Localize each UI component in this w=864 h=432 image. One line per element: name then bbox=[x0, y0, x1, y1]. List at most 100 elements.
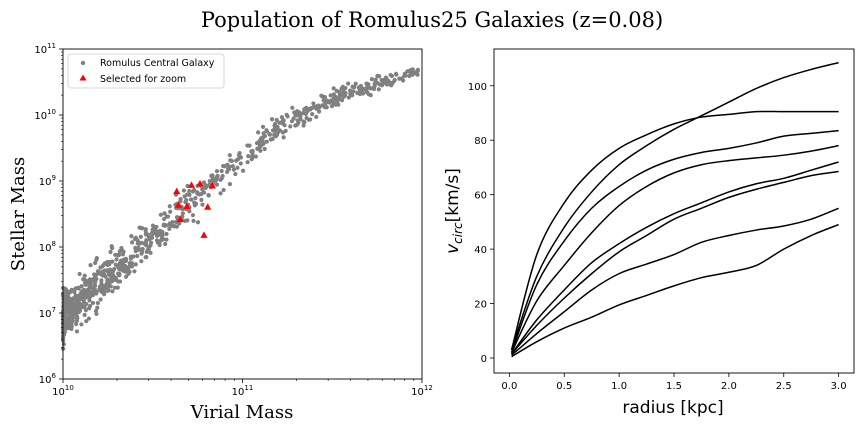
galaxy-point bbox=[384, 79, 389, 84]
galaxy-point bbox=[61, 342, 66, 347]
galaxy-point bbox=[84, 301, 89, 307]
galaxy-point bbox=[245, 143, 250, 148]
galaxy-point bbox=[267, 131, 272, 136]
galaxy-point bbox=[114, 257, 119, 262]
galaxy-point bbox=[233, 171, 238, 177]
galaxy-point bbox=[69, 287, 74, 292]
galaxy-point bbox=[376, 87, 381, 92]
galaxy-point bbox=[193, 201, 199, 206]
galaxy-point bbox=[84, 319, 89, 324]
galaxy-point bbox=[112, 276, 117, 282]
galaxy-point bbox=[221, 187, 226, 193]
scatter-points-layer bbox=[60, 67, 421, 351]
galaxy-point bbox=[339, 98, 345, 103]
galaxy-point bbox=[393, 71, 399, 76]
galaxy-point bbox=[76, 307, 81, 312]
galaxy-point bbox=[366, 82, 371, 87]
selected-galaxy-marker bbox=[187, 181, 196, 188]
galaxy-point bbox=[311, 101, 316, 106]
galaxy-point bbox=[93, 273, 98, 279]
galaxy-point bbox=[409, 68, 414, 73]
galaxy-point bbox=[414, 71, 419, 76]
galaxy-point bbox=[389, 83, 394, 88]
galaxy-point bbox=[164, 237, 169, 242]
y-tick-label: 106 bbox=[39, 372, 57, 386]
right-y-axis-label-subscript: circ bbox=[451, 222, 465, 244]
galaxy-point bbox=[201, 180, 207, 185]
y-tick-label: 1010 bbox=[34, 108, 56, 122]
galaxy-point bbox=[63, 322, 68, 327]
galaxy-point bbox=[212, 178, 217, 183]
galaxy-point bbox=[75, 315, 80, 321]
galaxy-point bbox=[218, 177, 223, 182]
galaxy-point bbox=[277, 120, 282, 125]
galaxy-point bbox=[331, 86, 336, 91]
galaxy-point bbox=[72, 306, 77, 311]
selected-galaxy-marker bbox=[196, 180, 204, 187]
galaxy-point bbox=[269, 117, 275, 122]
galaxy-point bbox=[220, 173, 225, 179]
legend-box bbox=[67, 53, 225, 89]
galaxy-point bbox=[193, 195, 198, 201]
galaxy-point bbox=[407, 73, 412, 79]
galaxy-point bbox=[238, 155, 243, 160]
galaxy-point bbox=[65, 289, 71, 294]
galaxy-point bbox=[358, 83, 363, 89]
galaxy-point bbox=[183, 199, 188, 205]
galaxy-point bbox=[270, 128, 276, 133]
galaxy-point bbox=[83, 308, 88, 313]
galaxy-point bbox=[270, 136, 275, 141]
galaxy-point bbox=[82, 305, 87, 310]
x-tick-label: 1011 bbox=[232, 384, 254, 398]
x-tick-label: 1.5 bbox=[666, 381, 682, 392]
galaxy-point bbox=[78, 295, 83, 301]
galaxy-point bbox=[143, 240, 149, 245]
galaxy-point bbox=[102, 290, 107, 295]
galaxy-point bbox=[116, 271, 121, 276]
galaxy-point bbox=[262, 146, 267, 152]
galaxy-point bbox=[82, 273, 87, 278]
galaxy-point bbox=[94, 311, 99, 317]
legend-circle-marker bbox=[80, 60, 86, 66]
galaxy-point bbox=[74, 321, 79, 327]
galaxy-point bbox=[310, 112, 315, 117]
galaxy-point bbox=[343, 85, 348, 91]
right-y-ticks: 0 20 40 60 80 100 bbox=[468, 82, 494, 365]
galaxy-point bbox=[129, 233, 134, 239]
galaxy-point bbox=[261, 131, 266, 136]
galaxy-point bbox=[187, 209, 192, 214]
galaxy-point bbox=[80, 288, 86, 293]
galaxy-point bbox=[92, 280, 98, 285]
galaxy-point bbox=[127, 261, 132, 266]
galaxy-point bbox=[149, 240, 154, 245]
galaxy-point bbox=[143, 227, 148, 232]
galaxy-point bbox=[178, 197, 183, 202]
galaxy-point bbox=[94, 257, 99, 262]
galaxy-point bbox=[230, 164, 235, 169]
galaxy-point bbox=[200, 202, 205, 207]
galaxy-point bbox=[117, 260, 123, 266]
galaxy-point bbox=[165, 214, 171, 219]
galaxy-point bbox=[331, 95, 337, 100]
galaxy-point bbox=[317, 109, 322, 114]
galaxy-point bbox=[158, 228, 163, 233]
galaxy-point bbox=[261, 141, 266, 146]
galaxy-point bbox=[167, 204, 172, 209]
galaxy-point bbox=[371, 85, 376, 91]
galaxy-point bbox=[227, 181, 233, 187]
galaxy-point bbox=[140, 226, 145, 231]
galaxy-point bbox=[167, 226, 172, 232]
galaxy-point bbox=[64, 317, 69, 322]
galaxy-point bbox=[226, 167, 232, 172]
x-tick-label: 1010 bbox=[52, 384, 74, 398]
galaxy-point bbox=[146, 234, 151, 239]
galaxy-point bbox=[273, 121, 278, 127]
galaxy-point bbox=[68, 310, 73, 316]
galaxy-point bbox=[159, 238, 164, 243]
galaxy-point bbox=[183, 218, 188, 223]
galaxy-point bbox=[329, 98, 334, 103]
galaxy-point bbox=[162, 211, 167, 216]
galaxy-point bbox=[168, 209, 173, 214]
galaxy-point bbox=[366, 85, 371, 90]
x-tick-label: 0.5 bbox=[556, 381, 572, 392]
